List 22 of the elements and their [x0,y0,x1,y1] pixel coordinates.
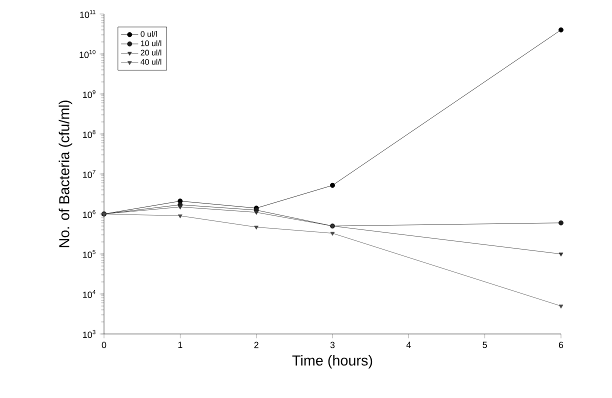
legend-label: 40 ul/l [140,58,162,65]
legend-label: 0 ul/l [140,30,157,37]
x-tick-label: 1 [178,342,182,348]
y-tick-label: 10$^{6}$ [83,210,96,218]
x-tick-label: 3 [330,342,335,348]
x-tick-label: 6 [558,342,564,348]
x-tick-label: 2 [254,342,258,348]
y-tick-label: 10$^{8}$ [83,130,96,138]
y-tick-label: 10$^{11}$ [80,10,96,18]
legend-label: 20 ul/l [140,50,162,56]
y-tick-label: 10$^{10}$ [80,50,96,58]
x-tick-label: 5 [482,342,487,348]
y-tick-label: 10$^{3}$ [83,330,96,338]
x-tick-label: 0 [102,342,106,348]
legend-label: 10 ul/l [141,40,162,46]
y-axis-title: No. of Bacteria (cfu/ml) [58,100,72,248]
y-tick-label: 10$^{9}$ [83,90,96,98]
y-tick-label: 10$^{7}$ [83,170,96,178]
x-axis-title: Time (hours) [292,355,372,368]
y-tick-label: 10$^{4}$ [83,290,96,298]
y-tick-label: 10$^{5}$ [83,250,96,258]
x-tick-label: 4 [406,342,411,348]
